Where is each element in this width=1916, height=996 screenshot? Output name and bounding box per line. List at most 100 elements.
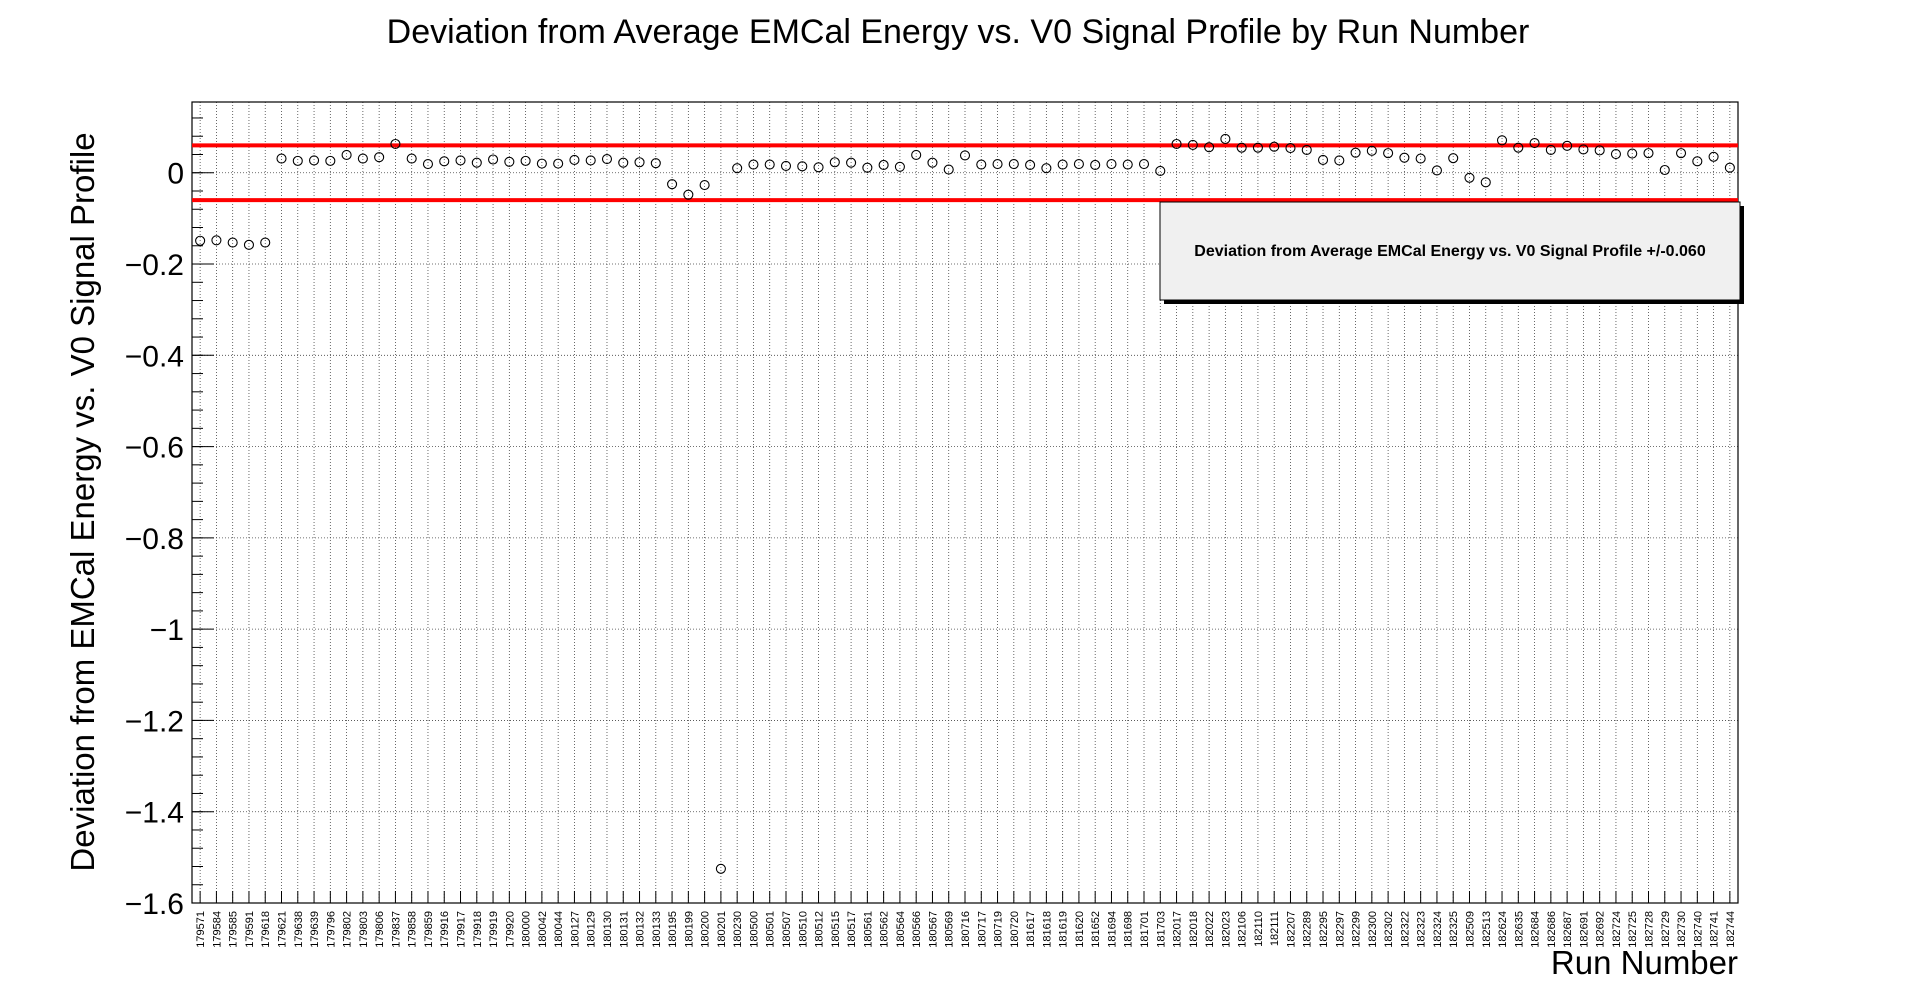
data-point <box>1496 135 1508 146</box>
x-tick-label: 182509 <box>1464 911 1476 948</box>
data-point <box>1513 142 1524 153</box>
x-tick-label: 182624 <box>1497 911 1509 948</box>
data-point <box>1122 159 1133 170</box>
data-point <box>1187 139 1198 150</box>
x-tick-label: 180127 <box>569 911 581 948</box>
y-tick-label: −1.4 <box>125 797 184 830</box>
data-point <box>601 154 613 165</box>
y-tick-label: −1 <box>150 614 184 647</box>
data-point <box>634 157 645 168</box>
x-tick-label: 182741 <box>1709 911 1721 948</box>
data-point <box>943 164 954 175</box>
data-point <box>1627 148 1638 159</box>
y-axis: 0 −0.2 −0.4 −0.6 −0.8 −1 −1.2 −1.4 −1.6 <box>125 117 214 921</box>
x-tick-label: 179591 <box>244 911 256 948</box>
data-point <box>1073 159 1084 170</box>
x-tick-label: 179920 <box>504 911 516 948</box>
x-tick-label: 180717 <box>976 911 988 948</box>
x-tick-label: 182730 <box>1676 911 1688 948</box>
x-tick-label: 180195 <box>667 911 679 948</box>
x-tick-label: 181618 <box>1041 911 1053 948</box>
data-point <box>1301 144 1312 155</box>
x-tick-label: 182323 <box>1416 911 1428 948</box>
y-tick-label: −0.6 <box>125 432 184 465</box>
legend-box <box>1159 201 1741 301</box>
x-tick-label: 179916 <box>439 911 451 948</box>
x-tick-label: 180567 <box>927 911 939 948</box>
x-tick-label: 180512 <box>814 911 826 948</box>
data-point <box>1317 154 1329 166</box>
data-point <box>1448 153 1459 164</box>
data-point <box>1610 148 1621 160</box>
x-tick-label: 180517 <box>846 911 858 948</box>
data-point <box>1008 159 1019 170</box>
x-tick-label: 180199 <box>683 911 695 948</box>
data-point <box>894 161 905 172</box>
data-point <box>520 155 531 166</box>
x-tick-label: 180507 <box>781 911 793 948</box>
data-point <box>1464 172 1475 183</box>
data-point <box>846 157 857 168</box>
data-point <box>1562 140 1573 151</box>
data-point <box>699 180 710 191</box>
data-point <box>292 155 303 166</box>
data-point <box>829 157 840 168</box>
x-tick-label: 180000 <box>521 911 533 948</box>
x-tick-label: 180044 <box>553 911 565 948</box>
data-point <box>1334 155 1345 166</box>
data-point <box>471 157 482 168</box>
x-tick-label: 180501 <box>765 911 777 948</box>
x-tick-label: 180500 <box>748 911 760 948</box>
data-point <box>1204 142 1215 153</box>
x-tick-label: 180201 <box>716 911 728 948</box>
x-tick-label: 182744 <box>1725 911 1737 948</box>
x-tick-label: 179918 <box>472 911 484 948</box>
x-tick-label: 180133 <box>651 911 663 948</box>
data-point <box>959 150 971 161</box>
data-point <box>553 158 564 169</box>
data-point <box>732 163 743 174</box>
x-tick-label: 182635 <box>1513 911 1525 948</box>
x-tick-label: 181652 <box>1090 911 1102 948</box>
data-point <box>1041 163 1052 174</box>
x-tick-label: 182023 <box>1220 911 1232 948</box>
x-tick-label: 179584 <box>211 911 223 948</box>
x-tick-label: 182513 <box>1481 911 1493 948</box>
x-tick-label: 180200 <box>700 911 712 948</box>
x-axis: 179571 179584 179585 179591 179618 179621 1796… <box>195 891 1737 948</box>
data-point <box>1366 145 1377 156</box>
x-tick-label: 179858 <box>407 911 419 948</box>
x-tick-label: 181619 <box>1058 911 1070 948</box>
x-tick-label: 182106 <box>1237 911 1249 948</box>
x-tick-label: 182725 <box>1627 911 1639 948</box>
x-tick-label: 180131 <box>618 911 630 948</box>
x-tick-label: 182300 <box>1367 911 1379 948</box>
data-point <box>1415 153 1426 164</box>
y-tick-label: −1.6 <box>125 888 184 921</box>
y-tick-label: −0.4 <box>125 340 184 373</box>
threshold-lines <box>192 143 1738 203</box>
x-tick-label: 180130 <box>602 911 614 948</box>
data-point <box>715 863 726 874</box>
data-point <box>927 157 938 168</box>
x-tick-label: 182686 <box>1546 911 1558 948</box>
x-tick-label: 179919 <box>488 911 500 948</box>
x-tick-label: 181701 <box>1139 911 1151 948</box>
x-tick-label: 181694 <box>1106 911 1118 948</box>
x-tick-label: 182729 <box>1660 911 1672 948</box>
x-tick-label: 182018 <box>1188 911 1200 948</box>
data-point <box>764 159 775 170</box>
data-point <box>1692 156 1703 167</box>
x-tick-label: 182724 <box>1611 911 1623 948</box>
data-point <box>309 155 320 166</box>
x-tick-label: 182295 <box>1318 911 1330 948</box>
x-tick-label: 181703 <box>1155 911 1167 948</box>
x-tick-label: 182022 <box>1204 911 1216 948</box>
y-axis-label: Deviation from EMCal Energy vs. V0 Signa… <box>64 132 101 871</box>
data-point <box>748 159 759 170</box>
x-tick-label: 179859 <box>423 911 435 948</box>
x-tick-label: 179571 <box>195 911 207 948</box>
x-tick-label: 182207 <box>1285 911 1297 948</box>
x-tick-label: 182740 <box>1692 911 1704 948</box>
x-tick-label: 180561 <box>862 911 874 948</box>
